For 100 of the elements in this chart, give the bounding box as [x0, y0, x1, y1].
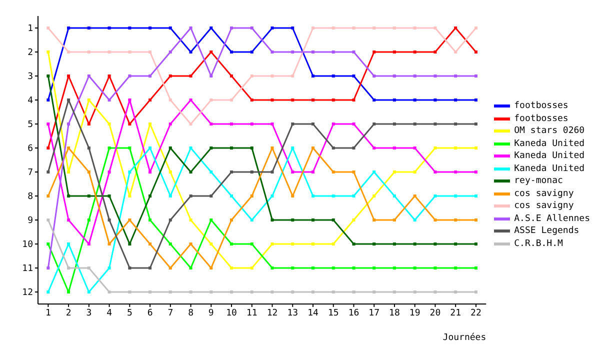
point	[230, 170, 234, 174]
point	[108, 26, 111, 30]
line-series	[46, 26, 478, 126]
point	[87, 98, 90, 102]
point	[168, 98, 172, 102]
legend-label: A.S.E Allennes	[514, 212, 590, 225]
point	[148, 26, 152, 30]
point	[189, 218, 192, 222]
point	[372, 266, 376, 270]
point	[230, 194, 234, 198]
x-tick-label: 11	[246, 308, 258, 318]
point	[230, 146, 234, 150]
point	[87, 74, 90, 78]
point	[87, 50, 90, 54]
x-tick-label: 2	[66, 308, 72, 318]
point	[413, 74, 416, 78]
x-axis-title: Journées	[442, 332, 486, 343]
point	[454, 26, 458, 30]
point	[291, 170, 294, 174]
point	[168, 242, 172, 246]
point	[434, 50, 437, 54]
point	[87, 218, 90, 222]
point	[474, 170, 478, 174]
point	[108, 242, 111, 246]
point	[291, 122, 294, 126]
point	[270, 98, 274, 102]
point	[270, 218, 274, 222]
point	[148, 146, 152, 150]
point	[108, 218, 111, 222]
point	[434, 290, 437, 294]
point	[291, 266, 294, 270]
y-tick-label: 3	[28, 72, 33, 82]
point	[230, 50, 234, 54]
point	[291, 194, 294, 198]
point	[168, 122, 172, 126]
point	[210, 74, 213, 78]
point	[67, 146, 70, 150]
x-tick-label: 8	[188, 308, 194, 318]
line-series	[46, 26, 478, 102]
point	[189, 122, 192, 126]
point	[67, 242, 70, 246]
point	[291, 50, 294, 54]
point	[413, 50, 416, 54]
x-tick-label: 7	[168, 308, 174, 318]
point	[434, 98, 437, 102]
point	[87, 290, 90, 294]
point	[413, 146, 416, 150]
point	[108, 194, 111, 198]
point	[332, 194, 335, 198]
point	[332, 26, 335, 30]
x-tick-label: 18	[389, 308, 400, 318]
point	[392, 98, 396, 102]
point	[168, 50, 172, 54]
point	[434, 170, 437, 174]
point	[454, 50, 458, 54]
point	[434, 146, 437, 150]
point	[148, 74, 152, 78]
point	[270, 50, 274, 54]
point	[108, 50, 111, 54]
point	[270, 74, 274, 78]
point	[454, 146, 458, 150]
point	[352, 50, 356, 54]
point	[392, 146, 396, 150]
point	[210, 146, 213, 150]
point	[168, 194, 172, 198]
point	[46, 194, 50, 198]
point	[352, 122, 356, 126]
x-tick-label: 13	[287, 308, 298, 318]
point	[46, 122, 50, 126]
point	[168, 26, 172, 30]
point	[87, 242, 90, 246]
legend-label: Kaneda United	[514, 162, 585, 175]
point	[372, 74, 376, 78]
point	[210, 50, 213, 54]
point	[372, 50, 376, 54]
point	[87, 146, 90, 150]
point	[148, 218, 152, 222]
point	[230, 74, 234, 78]
point	[210, 242, 213, 246]
point	[168, 170, 172, 174]
point	[128, 170, 132, 174]
point	[210, 194, 213, 198]
y-tick-label: 7	[28, 168, 33, 178]
point	[148, 98, 152, 102]
point	[250, 242, 254, 246]
legend-label: Kaneda United	[514, 138, 585, 150]
point	[67, 98, 70, 102]
point	[413, 266, 416, 270]
legend-label: cos savigny	[514, 200, 574, 212]
point	[148, 242, 152, 246]
point	[413, 218, 416, 222]
y-tick-label: 9	[28, 216, 33, 226]
legend-label: ASSE Legends	[514, 225, 580, 238]
point	[270, 170, 274, 174]
point	[392, 218, 396, 222]
y-tick-label: 6	[28, 144, 33, 154]
point	[434, 266, 437, 270]
point	[87, 194, 90, 198]
point	[210, 170, 213, 174]
x-tick-label: 4	[106, 308, 112, 318]
